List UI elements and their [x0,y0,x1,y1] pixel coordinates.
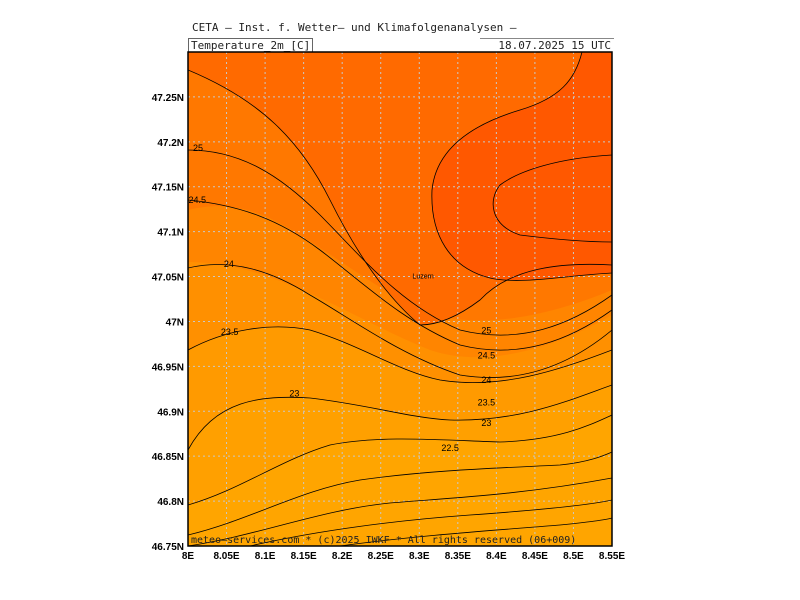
lon-tick-label: 8.45E [522,551,548,562]
isotherm-label: 23.5 [478,397,496,407]
isotherm-label: 25 [481,325,491,335]
isotherm-labels: 25 24.5 24 23.5 23 25 24.5 24 23.5 23 22.5 [188,143,495,453]
lon-tick-label: 8.4E [486,551,507,562]
lat-tick-label: 47.2N [157,138,184,149]
variable-label: Temperature_2m_[C] [188,38,314,52]
isotherm-line [188,149,612,336]
valid-time-label: 18.07.2025 15 UTC [480,38,614,52]
band-25-5 [431,52,612,281]
longitude-axis: 8E 8.05E 8.1E 8.15E 8.2E 8.25E 8.3E 8.35E 8.4E 8.… [182,551,626,562]
place-labels: Luzern [412,274,434,281]
lat-tick-label: 46.85N [152,452,184,463]
lat-tick-label: 46.75N [152,542,184,553]
isotherm-line [339,517,612,546]
band-22 [188,415,612,546]
isotherm-line [188,69,612,326]
isotherm-label: 23.5 [221,327,239,337]
lon-tick-label: 8E [182,551,195,562]
lat-tick-label: 47.05N [152,273,184,284]
isotherm-line [188,384,612,451]
lat-tick-label: 46.9N [157,407,184,418]
lon-tick-label: 8.05E [213,551,239,562]
isotherm-line [431,52,612,281]
isotherm-line [188,477,612,546]
lat-lon-grid [188,52,612,546]
lon-tick-label: 8.1E [255,551,276,562]
isotherm-label: 24 [481,375,491,385]
isotherm-line [492,154,612,243]
lat-tick-label: 47N [166,317,184,328]
lon-tick-label: 8.25E [368,551,394,562]
lon-tick-label: 8.55E [599,551,625,562]
lon-tick-label: 8.35E [445,551,471,562]
place-label: Luzern [412,274,434,281]
isotherm-line [188,326,612,383]
isotherm-line [188,414,612,506]
isotherm-line [188,264,612,378]
lat-tick-label: 46.95N [152,362,184,373]
lon-tick-label: 8.2E [332,551,353,562]
isotherm-label: 25 [193,143,203,153]
lat-tick-label: 47.15N [152,183,184,194]
copyright-footer: meteo–services.com * (c)2025 IWKF * All … [191,535,576,546]
lat-tick-label: 47.1N [157,228,184,239]
lat-tick-label: 47.25N [152,93,184,104]
isotherm-lines [188,52,612,546]
isotherm-label: 24.5 [188,195,206,205]
isotherm-label: 24.5 [478,351,496,361]
isotherm-label: 22.5 [441,443,459,453]
temperature-bands [188,52,612,546]
map-frame [187,51,613,547]
lon-tick-label: 8.5E [563,551,584,562]
provider-title: CETA – Inst. f. Wetter– und Klimafolgena… [192,21,517,34]
lat-tick-label: 46.8N [157,497,184,508]
lon-tick-label: 8.3E [409,551,430,562]
lon-tick-label: 8.15E [291,551,317,562]
isotherm-label: 23 [289,388,299,398]
isotherm-label: 23 [481,418,491,428]
isotherm-label: 24 [224,259,234,269]
isotherm-line [188,451,612,536]
isotherm-line [188,199,612,351]
isotherm-line [249,499,612,546]
latitude-axis: 46.75N 46.8N 46.85N 46.9N 46.95N 47N 47.05N 47.… [152,93,184,553]
